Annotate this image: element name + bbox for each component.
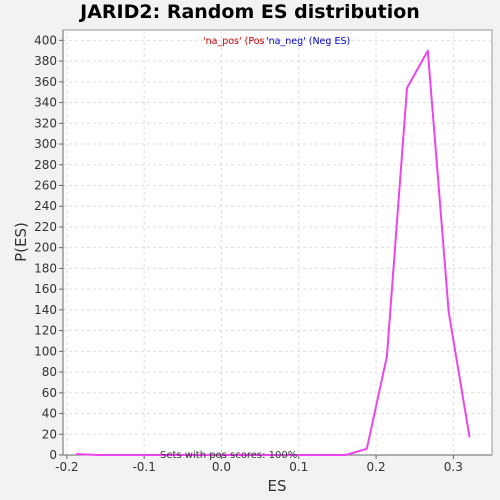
grid — [63, 30, 492, 455]
y-tick-label: 120 — [34, 324, 57, 338]
y-tick-label: 280 — [34, 158, 57, 172]
x-tick-label: 0.3 — [444, 460, 463, 474]
y-tick-label: 100 — [34, 344, 57, 358]
x-tick-label: 0.0 — [212, 460, 231, 474]
y-tick-label: 360 — [34, 75, 57, 89]
x-axis-title: ES — [268, 477, 287, 495]
y-tick-label: 40 — [42, 407, 57, 421]
series-layer — [76, 49, 471, 456]
y-tick-label: 220 — [34, 220, 57, 234]
y-tick-label: 400 — [34, 33, 57, 47]
y-tick-label: 200 — [34, 241, 57, 255]
y-tick-label: 300 — [34, 137, 57, 151]
y-tick-label: 0 — [49, 448, 57, 462]
annotation: Sets with pos scores: 100% — [160, 450, 297, 461]
y-tick-label: 380 — [34, 54, 57, 68]
chart-title: JARID2: Random ES distribution — [80, 1, 420, 23]
x-tick-label: 0.2 — [367, 460, 386, 474]
legend-entry-pos: 'na_pos' (Pos — [203, 36, 265, 47]
x-tick-label: 0.1 — [289, 460, 308, 474]
series-line — [76, 49, 471, 456]
y-tick-label: 20 — [42, 427, 57, 441]
y-tick-label: 240 — [34, 199, 57, 213]
y-tick-label: 340 — [34, 96, 57, 110]
y-tick-label: 260 — [34, 178, 57, 192]
y-tick-label: 80 — [42, 365, 57, 379]
y-tick-label: 320 — [34, 116, 57, 130]
y-tick-label: 60 — [42, 386, 57, 400]
x-tick-label: -0.2 — [55, 460, 78, 474]
y-tick-label: 140 — [34, 303, 57, 317]
y-axis-title: P(ES) — [12, 222, 30, 262]
y-tick-label: 160 — [34, 282, 57, 296]
legend-entry-neg: 'na_neg' (Neg ES) — [266, 36, 350, 47]
y-tick-label: 180 — [34, 261, 57, 275]
ticks: 0 20 40 60 80 100 120 140 160 180 200 220 240 260 280 3… — [34, 33, 463, 474]
x-tick-label: -0.1 — [132, 460, 155, 474]
legend: 'na_pos' (Pos'na_neg' (Neg ES) — [203, 36, 350, 47]
plot-area — [62, 29, 493, 456]
